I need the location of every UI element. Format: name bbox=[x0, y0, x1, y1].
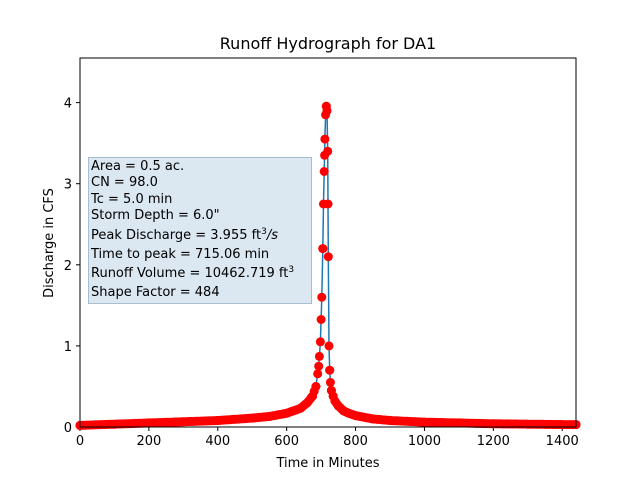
discharge-point bbox=[323, 252, 333, 262]
discharge-point bbox=[308, 391, 317, 401]
discharge-point bbox=[385, 416, 395, 425]
x-tick-label: 800 bbox=[343, 434, 368, 449]
peak-discharge-exponent: 3 bbox=[261, 226, 267, 237]
discharge-point bbox=[264, 412, 274, 421]
discharge-point bbox=[316, 315, 326, 324]
chart-title: Runoff Hydrograph for DA1 bbox=[220, 34, 436, 53]
discharge-point bbox=[295, 403, 305, 413]
x-axis-title: Time in Minutes bbox=[275, 456, 379, 471]
discharge-point bbox=[314, 351, 324, 361]
discharge-point bbox=[315, 337, 325, 347]
discharge-point bbox=[318, 244, 328, 254]
y-tick-label: 4 bbox=[64, 97, 72, 112]
discharge-point bbox=[368, 414, 378, 424]
discharge-point bbox=[325, 365, 335, 375]
runoff-volume-label: Runoff Volume = 10462.719 ft3 bbox=[91, 263, 311, 285]
discharge-point bbox=[324, 341, 334, 351]
discharge-point bbox=[320, 134, 330, 144]
discharge-point bbox=[557, 420, 567, 430]
discharge-point bbox=[344, 408, 354, 418]
shape-factor-label: Shape Factor = 484 bbox=[91, 285, 220, 301]
discharge-point bbox=[523, 419, 533, 429]
discharge-point bbox=[319, 167, 329, 176]
discharge-point bbox=[351, 411, 361, 421]
y-tick-label: 1 bbox=[64, 340, 72, 355]
discharge-point bbox=[314, 361, 324, 371]
discharge-point bbox=[109, 419, 119, 429]
discharge-point bbox=[247, 413, 257, 423]
y-tick-label: 2 bbox=[64, 259, 72, 274]
discharge-point bbox=[311, 382, 321, 391]
storm-depth-label: Storm Depth = 6.0" bbox=[91, 208, 220, 224]
discharge-point bbox=[322, 106, 332, 116]
discharge-point bbox=[313, 369, 323, 379]
area-label: Area = 0.5 ac. bbox=[91, 159, 185, 174]
discharge-point bbox=[317, 292, 327, 302]
x-tick-label: 0 bbox=[76, 434, 84, 449]
discharge-point bbox=[323, 146, 333, 156]
x-tick-label: 1200 bbox=[477, 434, 510, 449]
peak-discharge-unit: /s bbox=[266, 227, 278, 243]
time-to-peak-label: Time to peak = 715.06 min bbox=[91, 246, 270, 262]
discharge-point bbox=[454, 418, 464, 428]
x-tick-label: 200 bbox=[136, 434, 161, 449]
hydrograph-info-box: Area = 0.5 ac. CN = 98.0 Tc = 5.0 min St… bbox=[88, 157, 312, 304]
x-tick-label: 1400 bbox=[546, 434, 579, 449]
discharge-point bbox=[419, 417, 429, 427]
cn-label: CN = 98.0 bbox=[91, 175, 158, 191]
discharge-point bbox=[302, 398, 312, 408]
x-tick-label: 600 bbox=[274, 434, 299, 449]
discharge-point bbox=[144, 418, 154, 428]
peak-discharge-text: Peak Discharge = 3.955 ft bbox=[91, 227, 262, 243]
y-tick-label: 3 bbox=[64, 178, 72, 193]
x-tick-label: 400 bbox=[205, 434, 230, 449]
discharge-point bbox=[325, 377, 335, 387]
runoff-volume-exponent: 3 bbox=[288, 265, 295, 276]
y-axis-title: Discharge in CFS bbox=[42, 188, 57, 298]
tc-label: Tc = 5.0 min bbox=[91, 191, 173, 207]
y-tick-label: 0 bbox=[64, 421, 72, 436]
discharge-point bbox=[488, 419, 498, 429]
plot-area-frame bbox=[79, 57, 577, 428]
discharge-point bbox=[282, 408, 292, 418]
discharge-point bbox=[178, 417, 188, 427]
peak-discharge-label: Peak Discharge = 3.955 ft3/s bbox=[91, 225, 311, 247]
runoff-volume-text: Runoff Volume = 10462.719 ft bbox=[91, 266, 289, 282]
x-tick-label: 1000 bbox=[408, 434, 441, 449]
discharge-point bbox=[213, 416, 223, 425]
discharge-point bbox=[319, 199, 328, 209]
